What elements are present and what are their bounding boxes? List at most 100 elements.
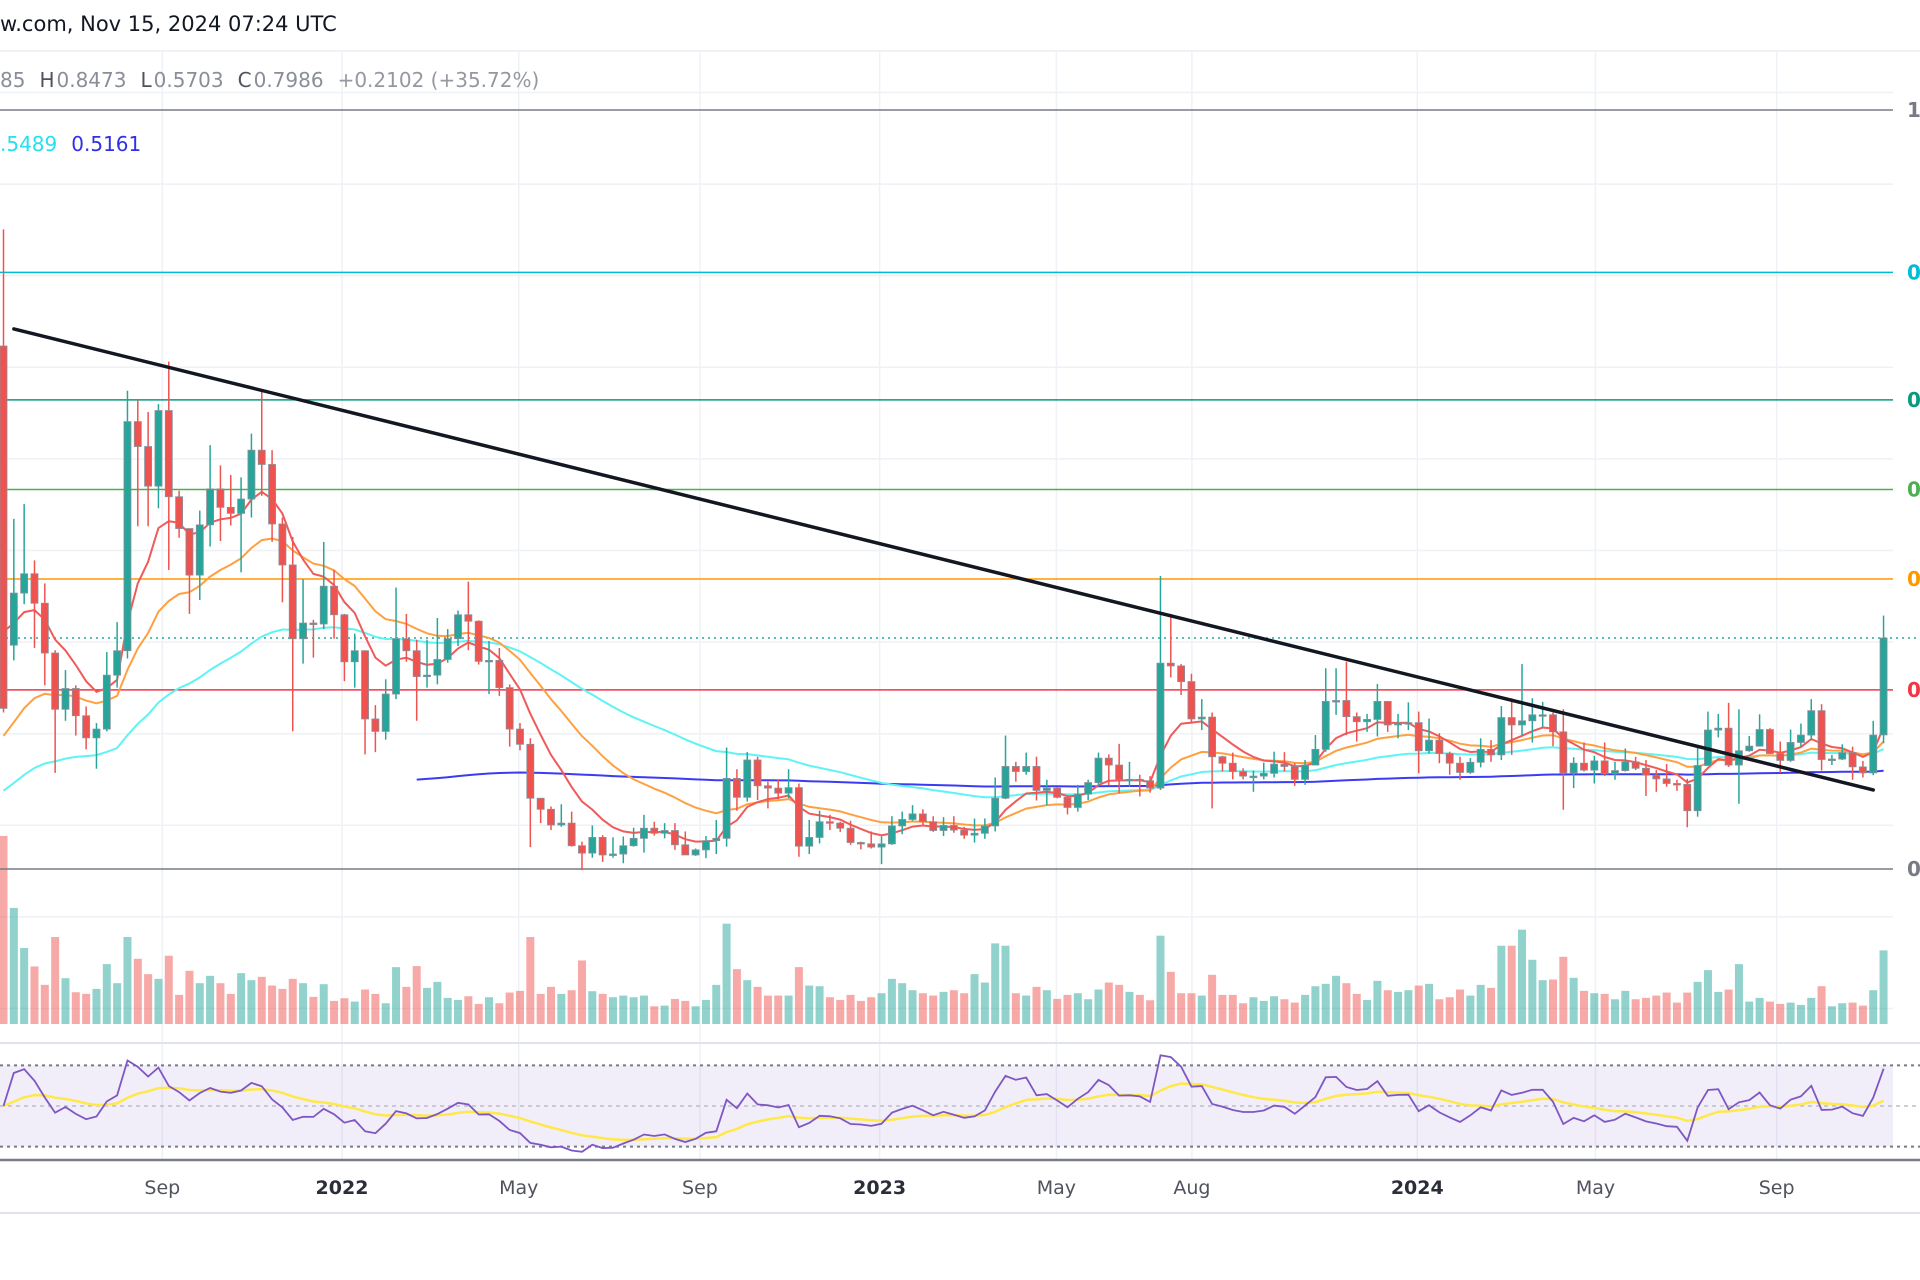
candle-body: [1352, 716, 1361, 723]
volume-bar: [1001, 945, 1010, 1024]
candle-body: [237, 498, 245, 514]
volume-bar: [867, 997, 876, 1024]
candle: [40, 583, 49, 686]
candle-body: [51, 652, 60, 710]
candle-body: [1600, 760, 1609, 775]
time-axis-tick-label: 2023: [853, 1177, 906, 1199]
candle: [185, 528, 194, 614]
time-axis[interactable]: Sep 2022 May Sep 2023 May Aug 2024 May Sep: [0, 1177, 1920, 1214]
candle: [1879, 615, 1888, 744]
candle: [1022, 752, 1031, 775]
candle: [557, 804, 566, 827]
volume-bar: [1456, 989, 1465, 1024]
candle: [485, 641, 493, 695]
volume-bar: [1683, 992, 1692, 1024]
candle: [856, 841, 865, 850]
candle: [929, 816, 938, 832]
candle-body: [71, 688, 80, 717]
candle: [702, 836, 710, 859]
candle-body: [970, 832, 979, 836]
candle-body: [1869, 734, 1878, 774]
candle: [1249, 770, 1258, 792]
candle: [1662, 764, 1671, 787]
volume-bar: [71, 992, 80, 1024]
time-axis-tick-label: 2022: [316, 1177, 369, 1199]
candle: [278, 517, 287, 603]
candle-body: [1569, 762, 1578, 774]
candle: [526, 738, 535, 848]
candle-body: [1135, 778, 1144, 782]
candle: [1869, 720, 1878, 776]
candle-body: [1218, 756, 1227, 764]
candle-body: [154, 410, 163, 487]
candle: [1301, 759, 1309, 785]
trendline: [12, 327, 1875, 792]
volume-bar: [681, 1000, 690, 1024]
volume-bar: [1528, 959, 1537, 1024]
volume-bar: [1807, 997, 1816, 1024]
candle: [1146, 776, 1155, 793]
candle-body: [113, 650, 122, 676]
volume-bar: [175, 994, 184, 1024]
candle: [206, 445, 215, 547]
candle: [815, 810, 824, 844]
volume-bar: [1363, 999, 1372, 1024]
volume-bar: [774, 995, 783, 1024]
volume-bar: [1404, 990, 1413, 1024]
volume-bar: [588, 991, 597, 1024]
candle-body: [1032, 766, 1041, 791]
candle-body: [40, 602, 49, 654]
candle-body: [371, 718, 380, 732]
candle: [949, 816, 958, 833]
candle-body: [485, 660, 493, 663]
candle-body: [681, 844, 690, 856]
volume-bar: [608, 997, 617, 1024]
candle: [764, 781, 772, 809]
candle-body: [195, 524, 204, 576]
candle: [712, 819, 721, 855]
candle-body: [1786, 742, 1795, 761]
volume-bar: [887, 978, 896, 1024]
candle-body: [671, 830, 679, 846]
candle: [1621, 748, 1630, 772]
candle-body: [1528, 714, 1537, 722]
candle-body: [805, 837, 814, 847]
candle: [887, 816, 896, 845]
candle-body: [123, 421, 132, 652]
volume-bar: [1073, 993, 1082, 1024]
candle-body: [1435, 739, 1444, 754]
volume-bar: [361, 989, 370, 1024]
candle-body: [1549, 714, 1557, 733]
volume-bar: [1776, 1003, 1785, 1024]
candle: [195, 510, 204, 601]
candle: [1755, 714, 1764, 747]
candle-body: [1838, 752, 1847, 760]
fib-retracement[interactable]: 1 0 0 0 0 0 0: [0, 98, 1920, 881]
volume-bar: [1394, 991, 1403, 1024]
trendline-drawing[interactable]: [12, 327, 1875, 792]
candle-body: [9, 592, 18, 646]
candle: [1724, 702, 1733, 767]
volume-bar: [123, 937, 132, 1024]
candle: [960, 826, 969, 839]
candle: [474, 620, 483, 665]
candle-body: [1239, 771, 1247, 777]
volume-bar: [1228, 994, 1237, 1024]
volume-bar: [1053, 998, 1062, 1024]
volume-bar: [763, 995, 772, 1024]
volume-bar: [1672, 1002, 1681, 1024]
volume-bar: [991, 943, 1000, 1024]
candle-body: [206, 488, 215, 526]
candle-body: [1456, 762, 1464, 773]
volume-bar: [1218, 994, 1227, 1024]
volume-bar: [516, 990, 524, 1024]
candle-body: [980, 825, 989, 834]
candle-body: [340, 614, 349, 663]
candle-body: [474, 620, 483, 662]
volume-bar: [288, 978, 297, 1024]
volume-bar: [1115, 984, 1124, 1024]
volume-bar: [1817, 986, 1826, 1024]
candle-body: [423, 674, 431, 678]
candle-body: [795, 787, 803, 847]
